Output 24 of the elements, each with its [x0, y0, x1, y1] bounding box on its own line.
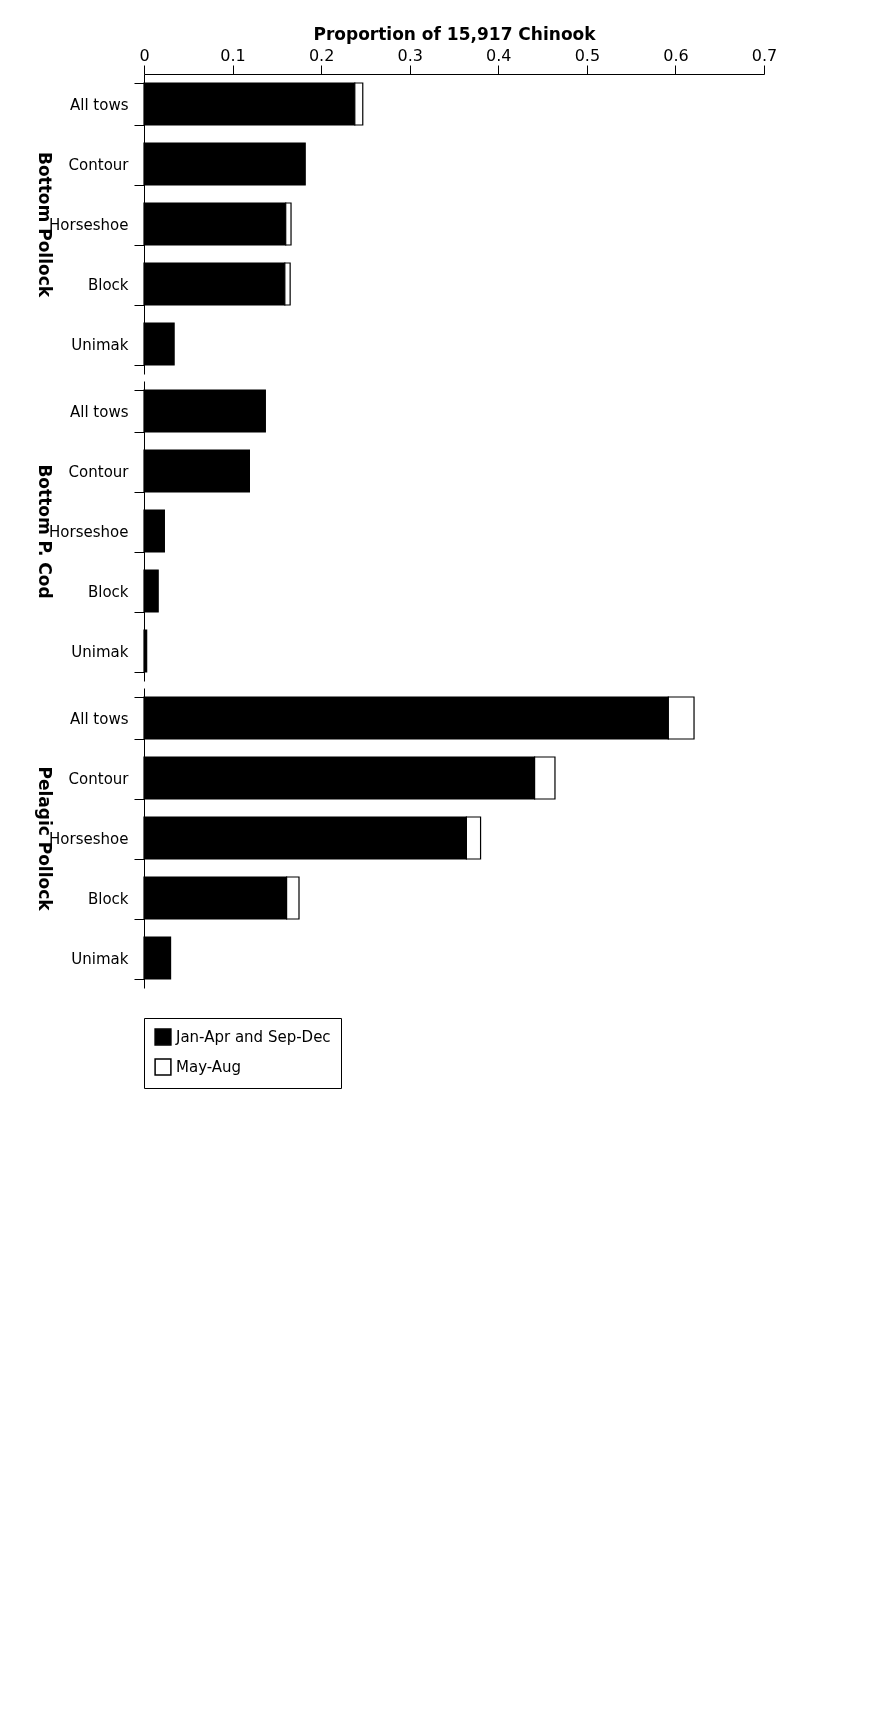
y-tick-label: Contour [68, 155, 130, 174]
y-tick-label: Unimak [71, 335, 129, 354]
y-tick-label: Block [87, 582, 129, 601]
x-tick-label: 0.6 [663, 45, 689, 65]
y-tick-label: Unimak [71, 642, 129, 661]
x-axis-title: Proportion of 15,917 Chinook [313, 23, 597, 44]
x-tick-label: 0.4 [486, 45, 512, 65]
y-tick-label: Block [87, 889, 129, 908]
y-tick-label: Contour [68, 462, 130, 481]
y-tick-label: Contour [68, 769, 130, 788]
x-tick-label: 0.5 [574, 45, 601, 65]
legend-label: May-Aug [176, 1058, 242, 1076]
x-tick-label: 0.1 [220, 45, 246, 65]
x-tick-label: 0.7 [751, 45, 778, 65]
y-tick-label: All tows [69, 95, 129, 114]
y-tick-label: Horseshoe [49, 522, 129, 541]
x-tick-label: 0.2 [308, 45, 335, 65]
x-tick-label: 0 [139, 45, 150, 65]
y-tick-label: Unimak [71, 949, 129, 968]
y-tick-label: All tows [69, 402, 129, 421]
y-tick-label: All tows [69, 709, 129, 728]
legend-label: Jan-Apr and Sep-Dec [175, 1028, 331, 1046]
x-tick-label: 0.3 [397, 45, 423, 65]
y-tick-label: Block [87, 275, 129, 294]
